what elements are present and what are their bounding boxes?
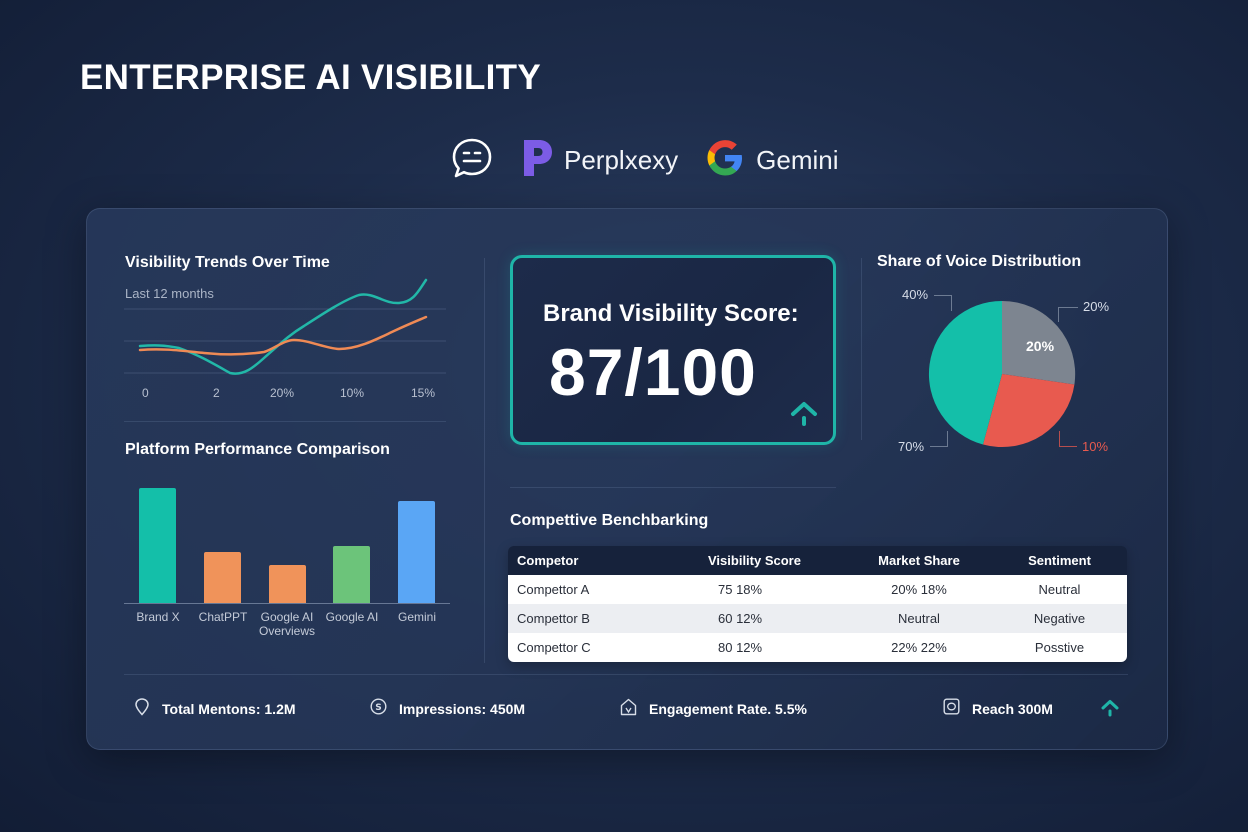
gemini-label: Gemini	[756, 144, 839, 175]
column-divider-left	[484, 258, 485, 663]
platform-logos: Perplxexy Gemini	[450, 138, 839, 182]
pie-label-top-left: 40%	[902, 287, 929, 302]
bar-google-ai-overviews	[269, 565, 306, 603]
bar-label: ChatPPT	[198, 610, 248, 624]
pie-label-bottom-left: 70%	[898, 439, 925, 454]
perplexity-label: Perplxexy	[564, 144, 679, 175]
bar-label: Brand X	[136, 610, 180, 624]
x-axis-label: 0	[142, 386, 149, 400]
table-row[interactable]: Compettor B 60 12% Neutral Negative	[508, 604, 1127, 633]
competitive-benchmark-table: Competor Visibility Score Market Share S…	[508, 546, 1127, 662]
cell-visibility-score: 75 18%	[718, 582, 763, 597]
cell-visibility-score: 60 12%	[718, 611, 763, 626]
platform-performance-chart: Brand X ChatPPT Google AI Overviews Goog…	[124, 470, 450, 640]
stat-text: Reach 300M	[972, 701, 1053, 717]
column-divider-right	[861, 258, 862, 440]
logo-chat-assistant	[450, 136, 494, 185]
share-of-voice-title: Share of Voice Distribution	[877, 253, 1082, 270]
x-axis-label: 2	[213, 386, 220, 400]
cell-visibility-score: 80 12%	[718, 640, 763, 655]
arrow-up-icon	[1100, 698, 1120, 723]
bar-label: Google AI	[325, 610, 379, 624]
benchmark-title: Compettive Benchbarking	[510, 512, 709, 529]
platform-title: Platform Performance Comparison	[125, 441, 390, 458]
stat-text: Engagement Rate. 5.5%	[649, 701, 807, 717]
cell-competitor: Compettor C	[517, 640, 591, 655]
cell-market-share: 20% 18%	[891, 582, 947, 597]
chat-bubble-face-icon	[450, 136, 494, 185]
score-value: 87/100	[549, 335, 757, 409]
cell-market-share: 22% 22%	[891, 640, 947, 655]
leader-line	[1058, 307, 1078, 322]
pie-label-inner: 20%	[1026, 338, 1055, 354]
cell-market-share: Neutral	[898, 611, 940, 626]
dollar-circle-icon: S	[370, 698, 387, 720]
cell-sentiment: Negative	[1033, 611, 1086, 626]
column-header[interactable]: Visibility Score	[708, 553, 801, 568]
section-divider-center	[510, 487, 836, 488]
stat-text: Total Mentons: 1.2M	[162, 701, 296, 717]
cell-competitor: Compettor A	[517, 582, 590, 597]
x-axis-label: 20%	[270, 386, 295, 400]
home-v-icon	[620, 698, 637, 721]
stat-total-mentions: Total Mentons: 1.2M	[134, 697, 296, 721]
stat-text: Impressions: 450M	[399, 701, 526, 717]
trends-title: Visibility Trends Over Time	[125, 254, 330, 271]
table-row[interactable]: Compettor A 75 18% 20% 18% Neutral	[508, 575, 1127, 604]
leader-line	[1059, 431, 1077, 447]
stat-engagement-rate: Engagement Rate. 5.5%	[620, 698, 807, 721]
arrow-up-icon	[789, 400, 819, 433]
x-axis-label: 15%	[411, 386, 436, 400]
table-header: Competor Visibility Score Market Share S…	[508, 546, 1127, 575]
location-pin-icon	[134, 697, 150, 721]
bar-label: Google AI Overviews	[258, 610, 315, 638]
pie-label-top-right: 20%	[1083, 299, 1110, 314]
section-divider-left	[124, 421, 446, 422]
square-circle-icon	[943, 698, 960, 720]
leader-line	[934, 295, 952, 311]
score-label: Brand Visibility Score:	[543, 300, 799, 327]
page-title: ENTERPRISE AI VISIBILITY	[80, 58, 541, 97]
perplexity-p-icon	[522, 138, 554, 183]
column-header[interactable]: Competor	[517, 553, 579, 568]
brand-visibility-score-card[interactable]: Brand Visibility Score: 87/100	[510, 255, 836, 445]
bar-label: Gemini	[397, 610, 436, 624]
share-of-voice-pie	[928, 300, 1076, 448]
bar-brand-x	[139, 488, 176, 603]
stat-reach: Reach 300M	[943, 698, 1053, 720]
bar-google-ai	[333, 546, 370, 603]
x-axis-label: 10%	[340, 386, 365, 400]
bar-gemini	[398, 501, 435, 603]
column-header[interactable]: Sentiment	[1028, 553, 1091, 568]
bar-baseline	[124, 603, 450, 604]
cell-sentiment: Posstive	[1034, 640, 1085, 655]
logo-gemini: Gemini	[704, 137, 839, 184]
bar-chatppt	[204, 552, 241, 603]
cell-sentiment: Neutral	[1038, 582, 1081, 597]
google-g-icon	[704, 137, 746, 184]
visibility-trends-chart: 0 2 20% 10% 15%	[124, 270, 448, 400]
leader-line	[930, 431, 948, 447]
column-header[interactable]: Market Share	[878, 553, 960, 568]
trends-subtitle: Last 12 months	[125, 286, 214, 301]
table-row[interactable]: Compettor C 80 12% 22% 22% Posstive	[508, 633, 1127, 662]
pie-label-bottom-right: 10%	[1082, 439, 1109, 454]
logo-perplexity: Perplxexy	[522, 138, 678, 183]
stat-impressions: S Impressions: 450M	[370, 698, 526, 720]
svg-text:S: S	[375, 703, 381, 713]
cell-competitor: Compettor B	[517, 611, 590, 626]
stats-divider	[124, 674, 1128, 675]
